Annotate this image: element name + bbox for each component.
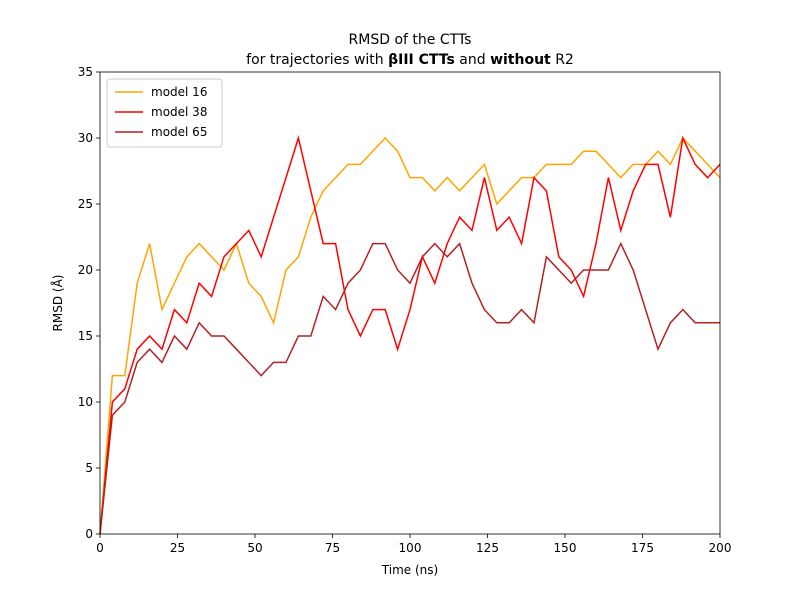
y-tick-label: 0 [85,527,93,541]
series-line [99,135,721,535]
series-line [99,241,720,535]
y-tick-label: 20 [78,263,93,277]
x-tick-label: 0 [96,541,104,555]
x-axis-label: Time (ns) [381,563,438,577]
x-tick-label: 125 [476,541,499,555]
subtitle-part: for trajectories with [246,52,383,68]
x-tick-label: 175 [631,541,654,555]
y-tick-label: 25 [78,197,93,211]
x-tick-label: 100 [399,541,422,555]
legend-box [106,78,223,148]
x-tick-label: 75 [325,541,340,555]
subtitle-part: without [490,52,551,68]
chart-title: RMSD of the CTTs [349,32,472,48]
y-tick-label: 10 [78,395,93,409]
legend-label: model 16 [151,85,207,99]
x-tick-label: 150 [554,541,577,555]
subtitle-part: βIII CTTs [388,52,455,68]
y-tick-label: 5 [85,461,93,475]
y-tick-label: 15 [78,329,93,343]
subtitle-part: and [459,52,485,68]
y-tick-label: 35 [78,65,93,79]
y-tick-label: 30 [78,131,93,145]
subtitle-part: R2 [555,52,574,68]
legend-label: model 38 [151,105,207,119]
plot-frame [99,71,721,535]
y-axis-label: RMSD (Å) [50,275,65,332]
x-tick-label: 50 [247,541,262,555]
series-line [99,136,721,535]
x-tick-label: 25 [170,541,185,555]
x-tick-label: 200 [709,541,732,555]
chart-subtitle: for trajectories with βIII CTTs and with… [246,52,574,68]
legend-label: model 65 [151,125,207,139]
